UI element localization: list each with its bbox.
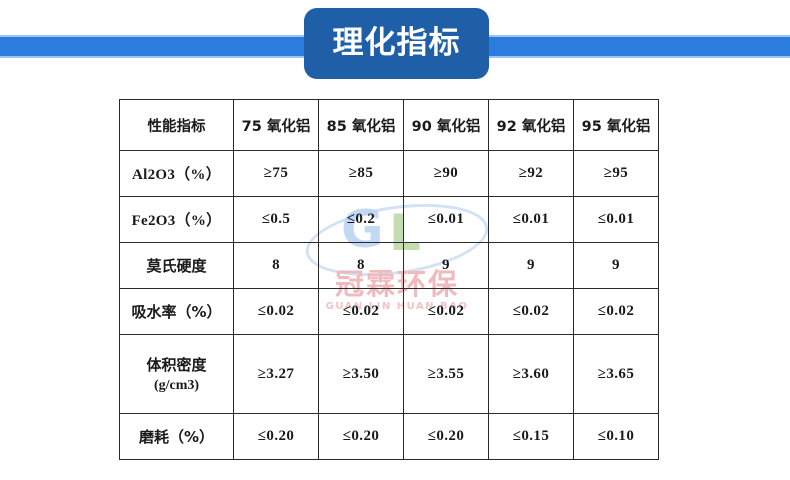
table-row: Fe2O3（%） ≤0.5 ≤0.2 ≤0.01 ≤0.01 ≤0.01 bbox=[118, 196, 660, 243]
value-2-1: 8 bbox=[357, 257, 365, 273]
value-2-0: 8 bbox=[272, 257, 280, 273]
row-label-3: 吸水率（%） bbox=[131, 303, 222, 321]
table-header-cell: 95 氧化铝 bbox=[572, 99, 660, 151]
table-row: 莫氏硬度 8 8 9 9 9 bbox=[118, 242, 660, 289]
value-1-3: ≤0.01 bbox=[512, 211, 550, 227]
row-label-cell: 莫氏硬度 bbox=[118, 242, 235, 289]
value-5-2: ≤0.20 bbox=[427, 428, 465, 444]
row-label-2: 莫氏硬度 bbox=[146, 257, 207, 275]
row-value-cell: ≤0.2 bbox=[318, 196, 404, 243]
row-value-cell: ≤0.5 bbox=[233, 196, 320, 243]
row-label-0: Al2O3（%） bbox=[131, 167, 222, 183]
row-value-cell: 9 bbox=[403, 242, 489, 289]
row-value-cell: ≤0.01 bbox=[403, 196, 489, 243]
value-1-4: ≤0.01 bbox=[597, 211, 635, 227]
spec-table-body: 性能指标 75 氧化铝 85 氧化铝 90 氧化铝 92 氧化铝 95 氧化铝 bbox=[118, 99, 660, 460]
value-4-4: ≥3.65 bbox=[597, 365, 635, 382]
value-4-1: ≥3.50 bbox=[342, 365, 380, 382]
row-label-1: Fe2O3（%） bbox=[131, 213, 222, 229]
value-0-2: ≥90 bbox=[433, 165, 459, 181]
value-4-3: ≥3.60 bbox=[512, 365, 550, 382]
row-label-cell: 体积密度 (g/cm3) bbox=[118, 334, 235, 414]
table-row: Al2O3（%） ≥75 ≥85 ≥90 ≥92 ≥95 bbox=[118, 150, 660, 197]
row-value-cell: ≥3.65 bbox=[572, 334, 660, 414]
table-row: 磨耗（%） ≤0.20 ≤0.20 ≤0.20 ≤0.15 ≤0.10 bbox=[118, 413, 660, 460]
header-label-1: 75 氧化铝 bbox=[241, 118, 311, 135]
row-value-cell: ≤0.02 bbox=[318, 288, 404, 335]
row-value-cell: ≤0.20 bbox=[318, 413, 404, 460]
row-value-cell: ≥85 bbox=[318, 150, 404, 197]
row-value-cell: 9 bbox=[572, 242, 660, 289]
table-row: 体积密度 (g/cm3) ≥3.27 ≥3.50 ≥3.55 ≥3.60 ≥3.… bbox=[118, 334, 660, 414]
page-banner: 理化指标 bbox=[0, 0, 790, 88]
row-value-cell: ≥95 bbox=[572, 150, 660, 197]
header-label-2: 85 氧化铝 bbox=[326, 118, 396, 135]
value-1-1: ≤0.2 bbox=[346, 211, 376, 227]
header-label-4: 92 氧化铝 bbox=[496, 118, 566, 135]
row-value-cell: ≤0.02 bbox=[487, 288, 574, 335]
value-1-2: ≤0.01 bbox=[427, 211, 465, 227]
row-value-cell: ≤0.02 bbox=[572, 288, 660, 335]
row-label-4-unit: (g/cm3) bbox=[153, 378, 200, 393]
header-label-3: 90 氧化铝 bbox=[411, 118, 481, 135]
table-header-cell: 性能指标 bbox=[118, 99, 235, 151]
value-3-2: ≤0.02 bbox=[427, 303, 465, 319]
table-header-row: 性能指标 75 氧化铝 85 氧化铝 90 氧化铝 92 氧化铝 95 氧化铝 bbox=[118, 99, 660, 151]
table-header-cell: 75 氧化铝 bbox=[233, 99, 320, 151]
row-value-cell: ≥3.50 bbox=[318, 334, 404, 414]
value-1-0: ≤0.5 bbox=[261, 211, 291, 227]
row-value-cell: ≥3.60 bbox=[487, 334, 574, 414]
row-value-cell: ≥3.55 bbox=[403, 334, 489, 414]
row-value-cell: ≤0.10 bbox=[572, 413, 660, 460]
spec-table: 性能指标 75 氧化铝 85 氧化铝 90 氧化铝 92 氧化铝 95 氧化铝 bbox=[118, 99, 660, 460]
row-label-cell: 磨耗（%） bbox=[118, 413, 235, 460]
value-3-0: ≤0.02 bbox=[257, 303, 295, 319]
row-label-4: 体积密度 bbox=[146, 356, 207, 374]
row-value-cell: ≥75 bbox=[233, 150, 320, 197]
row-label-cell: Fe2O3（%） bbox=[118, 196, 235, 243]
row-value-cell: ≥90 bbox=[403, 150, 489, 197]
value-5-3: ≤0.15 bbox=[512, 428, 550, 444]
value-5-4: ≤0.10 bbox=[597, 428, 635, 444]
table-row: 吸水率（%） ≤0.02 ≤0.02 ≤0.02 ≤0.02 ≤0.02 bbox=[118, 288, 660, 335]
header-label-0: 性能指标 bbox=[147, 118, 206, 135]
row-value-cell: ≤0.15 bbox=[487, 413, 574, 460]
page-title: 理化指标 bbox=[332, 25, 461, 61]
row-value-cell: ≤0.01 bbox=[487, 196, 574, 243]
value-0-4: ≥95 bbox=[603, 165, 629, 181]
row-label-cell: Al2O3（%） bbox=[118, 150, 235, 197]
value-0-3: ≥92 bbox=[518, 165, 544, 181]
value-2-3: 9 bbox=[527, 257, 535, 273]
title-badge: 理化指标 bbox=[304, 8, 489, 79]
value-4-0: ≥3.27 bbox=[257, 365, 295, 382]
row-value-cell: 8 bbox=[318, 242, 404, 289]
table-header-cell: 85 氧化铝 bbox=[318, 99, 404, 151]
value-0-1: ≥85 bbox=[348, 165, 374, 181]
table-header-cell: 92 氧化铝 bbox=[487, 99, 574, 151]
value-5-1: ≤0.20 bbox=[342, 428, 380, 444]
spec-table-container: 性能指标 75 氧化铝 85 氧化铝 90 氧化铝 92 氧化铝 95 氧化铝 bbox=[118, 99, 660, 460]
value-2-2: 9 bbox=[442, 257, 450, 273]
value-5-0: ≤0.20 bbox=[257, 428, 295, 444]
table-header-cell: 90 氧化铝 bbox=[403, 99, 489, 151]
header-label-5: 95 氧化铝 bbox=[581, 118, 651, 135]
value-3-3: ≤0.02 bbox=[512, 303, 550, 319]
row-label-5: 磨耗（%） bbox=[139, 428, 215, 446]
row-value-cell: ≥92 bbox=[487, 150, 574, 197]
row-value-cell: ≥3.27 bbox=[233, 334, 320, 414]
value-3-4: ≤0.02 bbox=[597, 303, 635, 319]
row-value-cell: ≤0.20 bbox=[233, 413, 320, 460]
value-3-1: ≤0.02 bbox=[342, 303, 380, 319]
value-2-4: 9 bbox=[612, 257, 620, 273]
row-value-cell: 9 bbox=[487, 242, 574, 289]
row-value-cell: ≤0.02 bbox=[403, 288, 489, 335]
row-value-cell: ≤0.01 bbox=[572, 196, 660, 243]
row-label-cell: 吸水率（%） bbox=[118, 288, 235, 335]
value-4-2: ≥3.55 bbox=[427, 365, 465, 382]
row-value-cell: ≤0.20 bbox=[403, 413, 489, 460]
row-value-cell: ≤0.02 bbox=[233, 288, 320, 335]
row-value-cell: 8 bbox=[233, 242, 320, 289]
value-0-0: ≥75 bbox=[263, 165, 289, 181]
